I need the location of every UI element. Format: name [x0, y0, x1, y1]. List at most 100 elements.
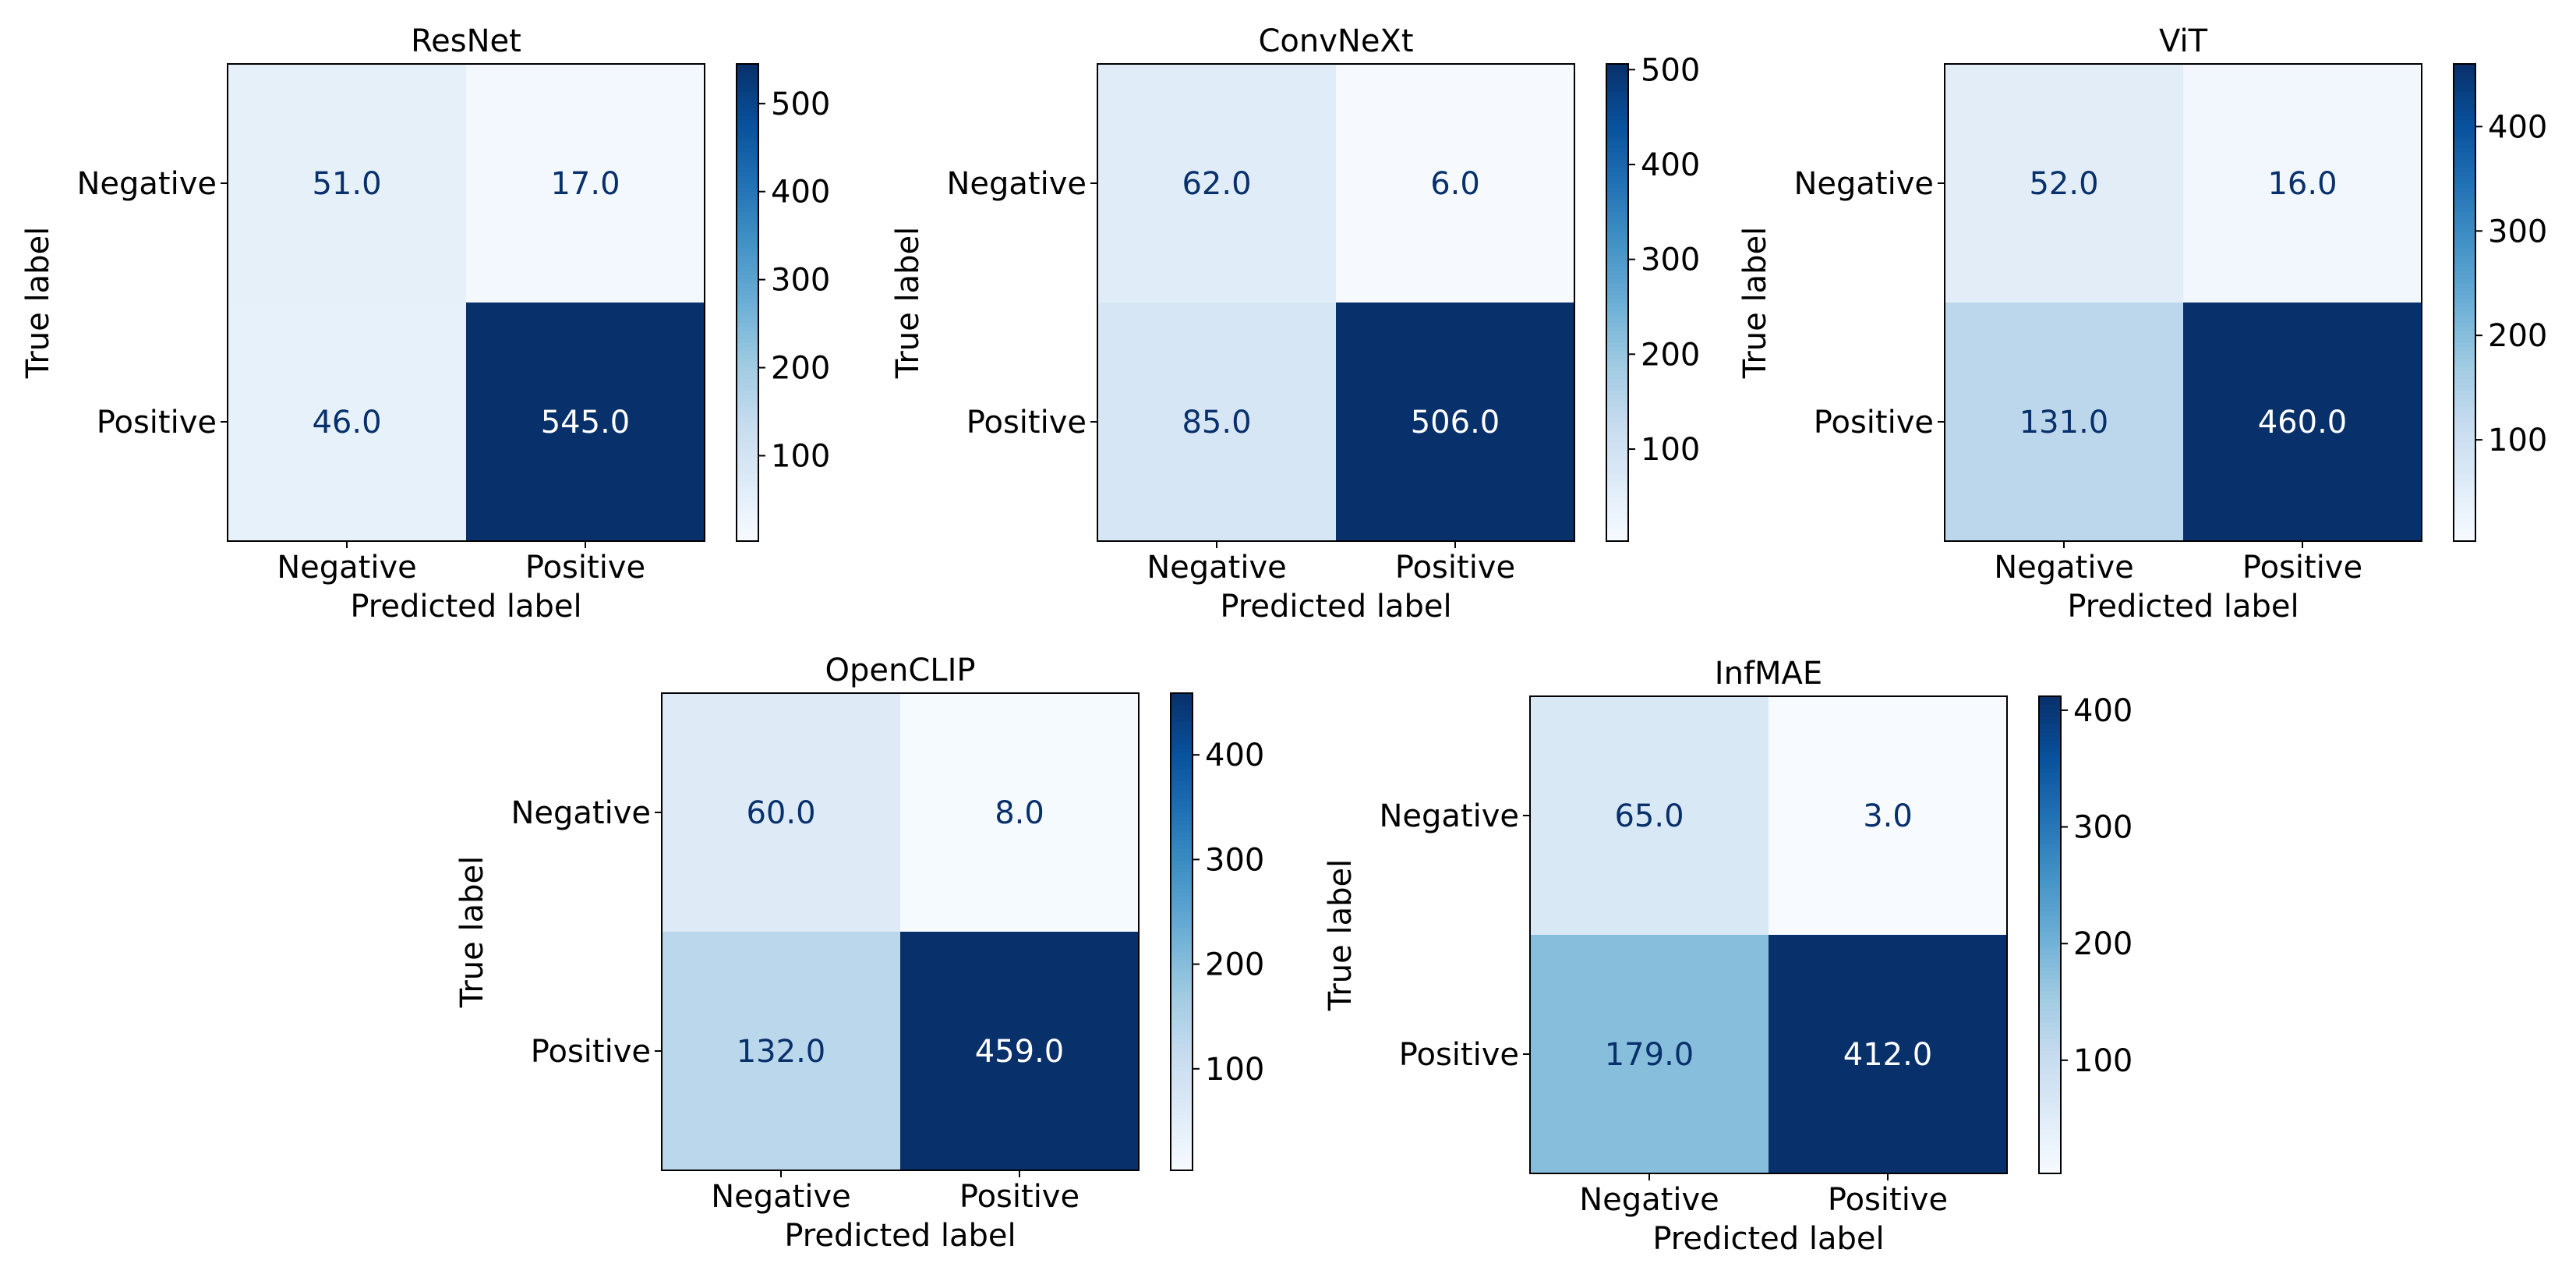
colorbar-segment [1606, 231, 1628, 236]
colorbar-segment [1171, 1150, 1193, 1155]
colorbar-segment [2039, 970, 2061, 975]
colorbar-segment [737, 246, 758, 252]
colorbar-segment [2454, 218, 2475, 224]
colorbar-segment [2454, 462, 2475, 466]
colorbar-segment [2454, 231, 2475, 236]
colorbar-segment [1606, 183, 1628, 188]
colorbar-segment [2454, 282, 2475, 288]
colorbar-tick-label: 400 [1205, 738, 1264, 773]
colorbar-segment [2454, 278, 2475, 284]
colorbar-segment [1606, 413, 1628, 419]
colorbar-segment [2454, 64, 2475, 69]
colorbar-segment [737, 147, 758, 152]
cell-value-label: 179.0 [1605, 1037, 1694, 1073]
colorbar-segment [737, 501, 758, 506]
colorbar-segment [2454, 83, 2475, 89]
colorbar-segment [2039, 1134, 2061, 1138]
cell-value-label: 62.0 [1182, 166, 1251, 202]
confusion-matrix-panel: ViT 52.0 16.0 131.0 460.0 Negative Positive Neg… [1737, 23, 2547, 625]
colorbar-segment [1606, 373, 1628, 379]
colorbar-segment [1606, 318, 1628, 324]
axes-frame [661, 692, 1140, 1171]
colorbar-segment [2039, 947, 2061, 952]
colorbar-segment [737, 68, 758, 73]
colorbar-segment [2454, 437, 2475, 443]
colorbar-segment [1171, 947, 1193, 953]
colorbar-segment [2039, 1089, 2061, 1095]
colorbar-segment [737, 462, 758, 466]
colorbar-segment [737, 430, 758, 435]
colorbar-segment [1606, 493, 1628, 498]
colorbar-segment [737, 123, 758, 129]
colorbar: 100 200 300 400 500 [1606, 52, 1700, 542]
colorbar-segment [1171, 999, 1193, 1004]
colorbar-segment [2454, 254, 2475, 260]
colorbar-segment [1606, 250, 1628, 256]
colorbar-segment [1606, 127, 1628, 133]
colorbar-segment [2039, 744, 2061, 749]
colorbar-segment [2454, 135, 2475, 140]
colorbar-segment [1171, 824, 1193, 830]
colorbar-segment [2454, 123, 2475, 129]
colorbar-segment [1606, 87, 1628, 93]
colorbar-segment [2039, 1006, 2061, 1011]
colorbar-segment [1606, 191, 1628, 196]
colorbar-segment [1171, 1138, 1193, 1144]
colorbar-segment [2454, 469, 2475, 475]
colorbar-segment [1606, 485, 1628, 490]
colorbar-segment [1606, 111, 1628, 117]
colorbar-segment [1606, 398, 1628, 403]
colorbar-segment [737, 457, 758, 462]
colorbar-segment [737, 330, 758, 335]
colorbar-segment [737, 274, 758, 280]
colorbar-segment [2039, 731, 2061, 737]
colorbar-segment [2454, 473, 2475, 479]
colorbar-tick-label: 200 [1641, 337, 1700, 373]
y-axis-label: True label [1737, 227, 1773, 379]
colorbar: 100 200 300 400 500 [736, 63, 830, 542]
colorbar-segment [1606, 497, 1628, 502]
colorbar-segment [2039, 752, 2061, 757]
colorbar-segment [1606, 314, 1628, 320]
colorbar-segment [1606, 453, 1628, 458]
colorbar-segment [737, 278, 758, 284]
colorbar-segment [737, 417, 758, 423]
colorbar-segment [1171, 879, 1193, 885]
colorbar-segment [737, 465, 758, 470]
colorbar-segment [1171, 1102, 1193, 1108]
y-tick-label: Positive [1814, 405, 1934, 441]
colorbar-segment [737, 108, 758, 112]
colorbar-segment [737, 199, 758, 204]
colorbar-segment [1171, 923, 1193, 929]
colorbar-segment [1606, 147, 1628, 152]
colorbar-segment [2454, 271, 2475, 276]
colorbar-segment [2039, 767, 2061, 773]
colorbar-segment [2039, 799, 2061, 805]
colorbar-segment [1606, 330, 1628, 335]
colorbar-segment [1606, 286, 1628, 292]
colorbar-tick-label: 100 [1205, 1052, 1264, 1088]
colorbar-segment [2454, 505, 2475, 510]
colorbar-segment [1606, 91, 1628, 97]
colorbar-segment [2454, 354, 2475, 359]
colorbar-frame [1170, 692, 1193, 1171]
colorbar-segment [1171, 1162, 1193, 1167]
colorbar-segment [1606, 99, 1628, 104]
colorbar-segment [1171, 1074, 1193, 1080]
colorbar-tick-label: 100 [771, 438, 830, 474]
colorbar-segment [1606, 64, 1628, 69]
colorbar-segment [1171, 1003, 1193, 1008]
colorbar-segment [1606, 167, 1628, 172]
colorbar: 100 200 300 400 [1170, 692, 1264, 1171]
cell-value-label: 3.0 [1863, 798, 1913, 834]
colorbar-segment [2454, 163, 2475, 168]
colorbar-segment [2454, 346, 2475, 351]
colorbar-segment [1171, 1063, 1193, 1068]
panel-title: OpenCLIP [825, 653, 976, 688]
colorbar-segment [2454, 108, 2475, 112]
colorbar-segment [1606, 477, 1628, 483]
colorbar-segment [737, 536, 758, 542]
colorbar-segment [2454, 91, 2475, 97]
colorbar-segment [1606, 386, 1628, 391]
colorbar-segment [2454, 303, 2475, 307]
